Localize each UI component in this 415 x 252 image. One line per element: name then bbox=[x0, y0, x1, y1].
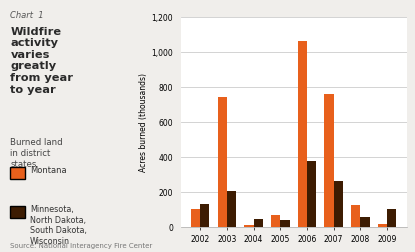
Bar bbox=[351, 205, 360, 227]
Bar bbox=[324, 94, 334, 227]
Text: Burned land
in district
states: Burned land in district states bbox=[10, 137, 63, 168]
Bar bbox=[254, 219, 263, 227]
Bar bbox=[200, 204, 210, 227]
Bar bbox=[387, 209, 396, 227]
Text: Wildfire
activity
varies
greatly
from year
to year: Wildfire activity varies greatly from ye… bbox=[10, 26, 73, 94]
Bar bbox=[378, 224, 387, 227]
Text: Montana: Montana bbox=[30, 165, 66, 174]
Bar bbox=[271, 215, 280, 227]
Bar bbox=[360, 217, 370, 227]
Bar bbox=[191, 209, 200, 227]
Bar bbox=[334, 181, 343, 227]
Text: Minnesota,
North Dakota,
South Dakota,
Wisconsin: Minnesota, North Dakota, South Dakota, W… bbox=[30, 204, 87, 245]
Bar bbox=[280, 220, 290, 227]
Bar bbox=[244, 225, 254, 227]
Y-axis label: Acres burned (thousands): Acres burned (thousands) bbox=[139, 73, 148, 172]
Bar bbox=[307, 162, 316, 227]
Bar bbox=[217, 98, 227, 227]
Text: Chart  1: Chart 1 bbox=[10, 11, 44, 20]
Text: Source: National Interagency Fire Center: Source: National Interagency Fire Center bbox=[10, 242, 153, 248]
Bar bbox=[298, 42, 307, 227]
Bar bbox=[227, 191, 236, 227]
